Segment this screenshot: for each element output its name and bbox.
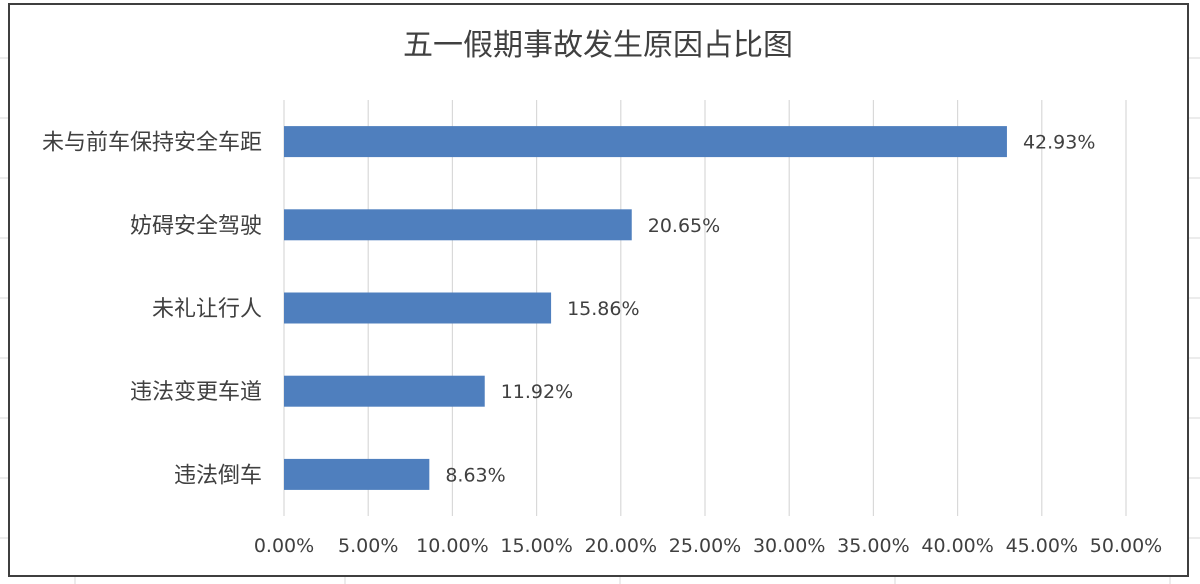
x-tick-label: 5.00% xyxy=(338,535,398,557)
data-label: 11.92% xyxy=(501,381,573,403)
category-label: 未礼让行人 xyxy=(152,297,262,322)
x-tick-label: 15.00% xyxy=(500,535,572,557)
data-labels: 42.93% 20.65% 15.86% 11.92% 8.63% xyxy=(445,132,1095,487)
x-tick-label: 50.00% xyxy=(1090,535,1162,557)
bar xyxy=(284,375,485,407)
x-tick-label: 20.00% xyxy=(585,535,657,557)
category-label: 违法倒车 xyxy=(174,463,262,488)
bar xyxy=(284,458,430,490)
x-tick-label: 30.00% xyxy=(753,535,825,557)
data-label: 20.65% xyxy=(648,215,720,237)
data-label: 15.86% xyxy=(567,298,639,320)
x-tick-label: 0.00% xyxy=(254,535,314,557)
x-tick-labels: 0.00% 5.00% 10.00% 15.00% 20.00% 25.00% 30.00%… xyxy=(254,535,1162,557)
chart-frame-border xyxy=(8,3,1189,577)
x-tick-label: 25.00% xyxy=(669,535,741,557)
data-label: 42.93% xyxy=(1023,132,1095,154)
x-tick-label: 10.00% xyxy=(416,535,488,557)
category-label: 妨碍安全驾驶 xyxy=(130,214,262,239)
bars xyxy=(284,126,1007,490)
bar xyxy=(284,209,632,241)
category-label: 违法变更车道 xyxy=(130,380,262,405)
chart-title: 五一假期事故发生原因占比图 xyxy=(403,28,793,63)
bar xyxy=(284,292,552,324)
category-label: 未与前车保持安全车距 xyxy=(42,131,262,156)
x-tick-label: 45.00% xyxy=(1006,535,1078,557)
bar xyxy=(284,126,1007,158)
x-tick-label: 40.00% xyxy=(921,535,993,557)
spreadsheet-gridlines xyxy=(0,57,1200,584)
data-label: 8.63% xyxy=(445,464,505,486)
x-tick-label: 35.00% xyxy=(837,535,909,557)
